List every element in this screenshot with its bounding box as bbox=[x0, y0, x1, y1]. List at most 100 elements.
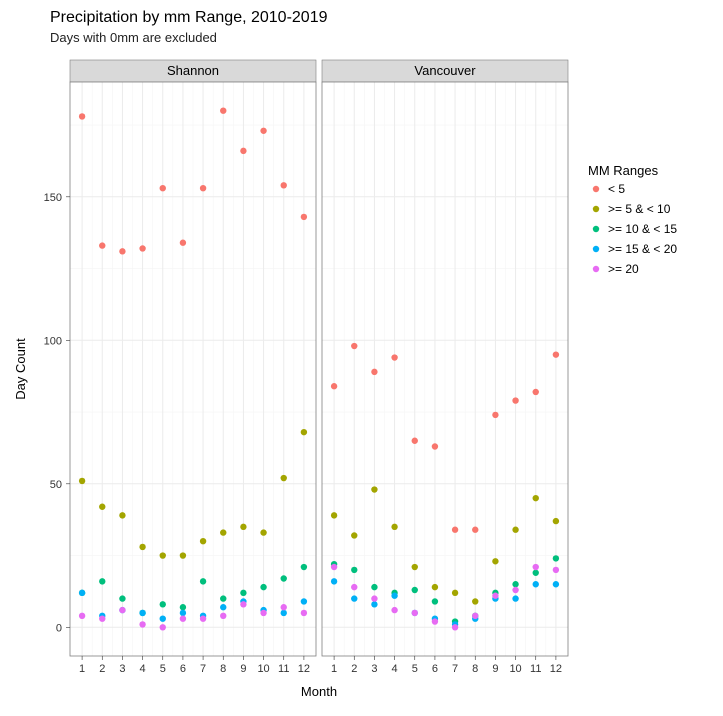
data-point bbox=[412, 564, 418, 570]
data-point bbox=[220, 604, 226, 610]
data-point bbox=[351, 567, 357, 573]
chart-container: Precipitation by mm Range, 2010-2019 Day… bbox=[0, 0, 723, 716]
data-point bbox=[492, 558, 498, 564]
data-point bbox=[139, 621, 145, 627]
y-tick-label: 0 bbox=[56, 622, 62, 634]
data-point bbox=[281, 604, 287, 610]
data-point bbox=[553, 351, 559, 357]
x-tick-label: 9 bbox=[240, 663, 246, 675]
x-tick-label: 2 bbox=[351, 663, 357, 675]
data-point bbox=[160, 615, 166, 621]
data-point bbox=[139, 544, 145, 550]
data-point bbox=[391, 607, 397, 613]
data-point bbox=[371, 595, 377, 601]
data-point bbox=[391, 593, 397, 599]
data-point bbox=[331, 512, 337, 518]
x-tick-label: 6 bbox=[180, 663, 186, 675]
data-point bbox=[160, 552, 166, 558]
x-tick-label: 8 bbox=[472, 663, 478, 675]
legend-title: MM Ranges bbox=[588, 163, 659, 178]
data-point bbox=[412, 610, 418, 616]
data-point bbox=[281, 182, 287, 188]
data-point bbox=[220, 529, 226, 535]
legend-item-label: >= 15 & < 20 bbox=[608, 242, 677, 256]
data-point bbox=[472, 613, 478, 619]
x-axis-title: Month bbox=[301, 684, 337, 699]
data-point bbox=[512, 581, 518, 587]
data-point bbox=[472, 598, 478, 604]
data-point bbox=[492, 593, 498, 599]
data-point bbox=[351, 343, 357, 349]
facet-strip-label: Shannon bbox=[167, 63, 219, 78]
data-point bbox=[200, 185, 206, 191]
data-point bbox=[160, 601, 166, 607]
data-point bbox=[533, 570, 539, 576]
legend-item-label: >= 10 & < 15 bbox=[608, 222, 677, 236]
data-point bbox=[452, 624, 458, 630]
data-point bbox=[220, 108, 226, 114]
data-point bbox=[119, 512, 125, 518]
data-point bbox=[301, 564, 307, 570]
data-point bbox=[220, 613, 226, 619]
data-point bbox=[99, 615, 105, 621]
x-tick-label: 7 bbox=[200, 663, 206, 675]
x-tick-label: 4 bbox=[392, 663, 398, 675]
data-point bbox=[240, 601, 246, 607]
data-point bbox=[79, 113, 85, 119]
data-point bbox=[79, 478, 85, 484]
chart-subtitle: Days with 0mm are excluded bbox=[50, 30, 217, 45]
data-point bbox=[553, 518, 559, 524]
data-point bbox=[119, 607, 125, 613]
y-axis: 050100150 bbox=[44, 192, 70, 635]
data-point bbox=[301, 610, 307, 616]
data-point bbox=[240, 148, 246, 154]
data-point bbox=[371, 486, 377, 492]
data-point bbox=[281, 575, 287, 581]
data-point bbox=[412, 587, 418, 593]
data-point bbox=[432, 618, 438, 624]
x-tick-label: 3 bbox=[371, 663, 377, 675]
legend-key-icon bbox=[593, 246, 599, 252]
x-tick-label: 2 bbox=[99, 663, 105, 675]
x-tick-label: 12 bbox=[550, 663, 562, 675]
data-point bbox=[180, 604, 186, 610]
y-tick-label: 150 bbox=[44, 192, 62, 204]
data-point bbox=[119, 595, 125, 601]
data-point bbox=[553, 567, 559, 573]
legend-item-label: < 5 bbox=[608, 182, 625, 196]
data-point bbox=[492, 412, 498, 418]
data-point bbox=[200, 578, 206, 584]
data-point bbox=[432, 584, 438, 590]
data-point bbox=[533, 495, 539, 501]
x-tick-label: 11 bbox=[530, 663, 541, 675]
data-point bbox=[79, 590, 85, 596]
data-point bbox=[472, 527, 478, 533]
data-point bbox=[512, 397, 518, 403]
data-point bbox=[260, 584, 266, 590]
data-point bbox=[79, 613, 85, 619]
data-point bbox=[180, 240, 186, 246]
data-point bbox=[391, 354, 397, 360]
legend-key-icon bbox=[593, 186, 599, 192]
data-point bbox=[240, 590, 246, 596]
data-point bbox=[371, 584, 377, 590]
data-point bbox=[553, 581, 559, 587]
data-point bbox=[351, 532, 357, 538]
data-point bbox=[512, 587, 518, 593]
x-tick-label: 11 bbox=[278, 663, 289, 675]
data-point bbox=[412, 438, 418, 444]
data-point bbox=[180, 615, 186, 621]
data-point bbox=[351, 584, 357, 590]
data-point bbox=[371, 369, 377, 375]
x-tick-label: 10 bbox=[257, 663, 269, 675]
data-point bbox=[260, 529, 266, 535]
data-point bbox=[260, 610, 266, 616]
x-tick-label: 4 bbox=[140, 663, 146, 675]
y-axis-title: Day Count bbox=[13, 338, 28, 400]
data-point bbox=[160, 185, 166, 191]
data-point bbox=[119, 248, 125, 254]
x-tick-label: 6 bbox=[432, 663, 438, 675]
data-point bbox=[160, 624, 166, 630]
data-point bbox=[139, 245, 145, 251]
data-point bbox=[331, 383, 337, 389]
